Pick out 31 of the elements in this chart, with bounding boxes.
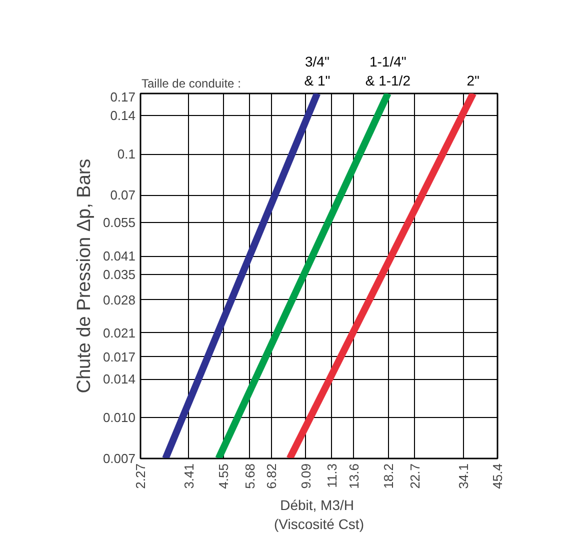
y-tick-label: 0.035 [102,266,136,282]
x-tick-label: 22.7 [407,463,422,489]
y-tick-label: 0.055 [102,215,136,230]
y-tick-label: 0.1 [117,146,136,162]
x-tick-label: 3.41 [181,463,196,489]
y-tick-label: 0.010 [102,410,136,426]
y-axis-title: Chute de Pression Δp, Bars [74,158,95,394]
y-tick-label: 0.17 [110,90,136,104]
series-label: 3/4" & 1" [304,53,330,88]
y-tick-label: 0.14 [110,108,136,124]
y-tick-label: 0.028 [102,292,136,308]
y-tick-label: 0.017 [102,349,136,364]
series-label: 2" [466,72,480,88]
y-tick-label: 0.014 [102,372,136,387]
x-tick-label: 18.2 [381,463,396,489]
x-axis-title: Débit, M3/H (Viscosité Cst) [274,496,364,532]
x-tick-label: 45.4 [490,463,505,489]
x-tick-label: 6.82 [264,463,280,489]
x-tick-label: 4.55 [216,463,231,489]
x-tick-label: 11.3 [324,463,340,488]
text: Taille de conduite : [142,76,241,90]
x-tick-label: 9.09 [298,463,314,489]
series-label: 1-1/4" & 1-1/2 [365,53,411,88]
x-tick-label: 34.1 [456,463,471,489]
x-tick-label: 5.68 [242,463,258,489]
y-tick-label: 0.041 [102,248,136,264]
x-tick-label: 2.27 [133,463,148,489]
y-tick-label: 0.021 [102,325,136,340]
y-tick-label: 0.007 [102,451,136,466]
y-tick-label: 0.07 [110,188,136,203]
x-tick-label: 13.6 [346,463,362,489]
